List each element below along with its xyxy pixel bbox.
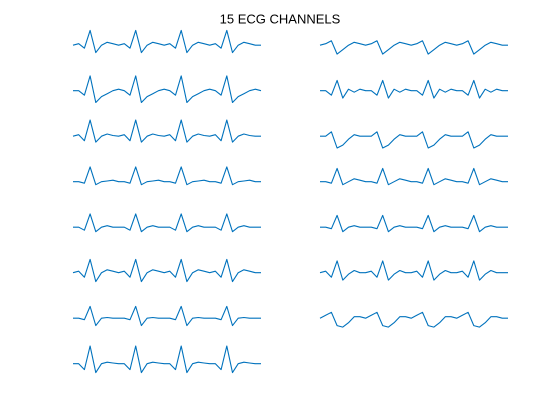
ecg-trace bbox=[72, 119, 261, 143]
ecg-trace bbox=[73, 213, 261, 233]
ecg-trace bbox=[319, 40, 508, 55]
ecg-trace bbox=[73, 75, 262, 104]
ecg-trace bbox=[320, 131, 508, 149]
ecg-trace bbox=[320, 167, 508, 186]
ecg-trace bbox=[72, 258, 261, 283]
ecg-trace bbox=[73, 345, 261, 374]
chart-title: 15 ECG CHANNELS bbox=[220, 11, 341, 26]
ecg-trace bbox=[319, 260, 508, 281]
ecg-trace bbox=[320, 214, 508, 233]
ecg-trace bbox=[73, 305, 261, 327]
ecg-trace bbox=[72, 29, 261, 54]
ecg-trace bbox=[320, 79, 508, 99]
ecg-trace bbox=[319, 311, 508, 328]
ecg-trace bbox=[73, 166, 261, 186]
